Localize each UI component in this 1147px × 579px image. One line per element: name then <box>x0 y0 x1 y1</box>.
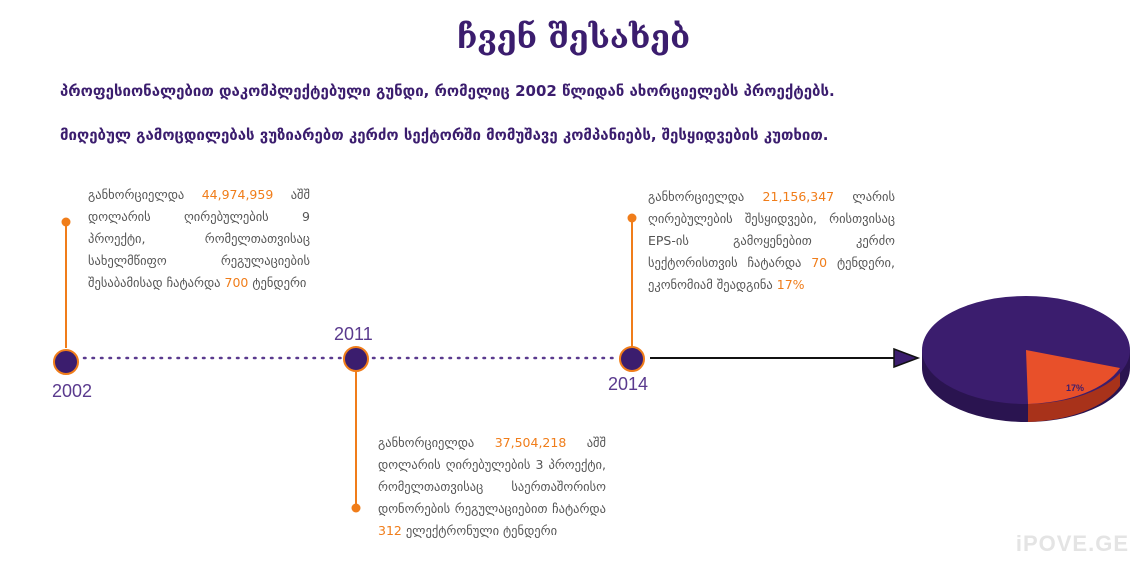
year-label-2002: 2002 <box>52 381 93 401</box>
tender-count-2014: 70 <box>811 255 828 270</box>
milestone-2002-description: განხორციელდა 44,974,959 აშშ დოლარის ღირე… <box>88 187 310 290</box>
year-label-2014: 2014 <box>608 374 649 394</box>
tender-count-2002: 700 <box>224 275 249 290</box>
connector-2011-dot <box>351 503 361 513</box>
amount-2011: 37,504,218 <box>494 435 567 450</box>
intro-line-1: პროფესიონალებით დაკომპლექტებული გუნდი, რ… <box>60 82 835 100</box>
watermark-logo: iPOVE.GE <box>1015 531 1129 556</box>
page-title: ჩვენ შესახებ <box>456 18 691 56</box>
timeline-arrow-head <box>893 347 921 369</box>
connector-2014-dot <box>627 213 637 223</box>
milestone-2014 <box>619 346 645 372</box>
milestone-2011 <box>343 346 369 372</box>
pie-slice-label: 17% <box>1066 383 1084 393</box>
pie-slice-17 <box>1026 350 1120 404</box>
connector-2002-dot <box>61 217 71 227</box>
milestone-2011-description: განხორციელდა 37,504,218 აშშ დოლარის ღირე… <box>378 435 606 538</box>
savings-percent-2014: 17% <box>776 277 805 292</box>
milestone-2014-description: განხორციელდა 21,156,347 ლარის ღირებულები… <box>648 189 895 292</box>
year-label-2011: 2011 <box>334 324 373 344</box>
tender-count-2011: 312 <box>378 523 402 538</box>
amount-2014: 21,156,347 <box>762 189 835 204</box>
milestone-2002 <box>53 349 79 375</box>
amount-2002: 44,974,959 <box>201 187 274 202</box>
pie-slice-side <box>1028 368 1120 422</box>
savings-pie-chart: 17% <box>922 296 1130 422</box>
intro-line-2: მიღებულ გამოცდილებას ვუზიარებთ კერძო სექ… <box>60 126 829 144</box>
